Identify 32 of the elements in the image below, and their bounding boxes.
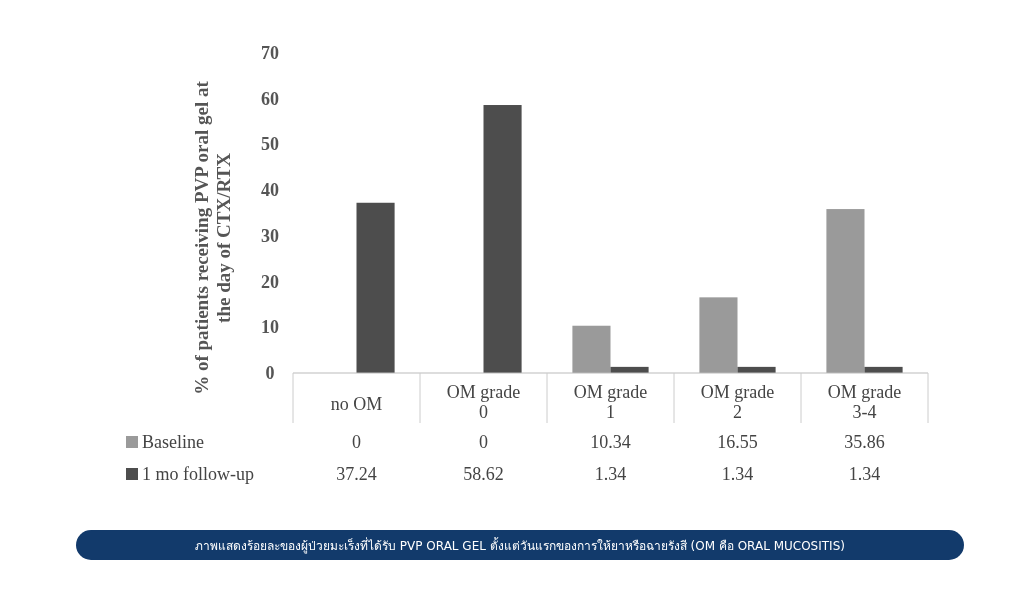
x-tick-label: OM grade 2 xyxy=(700,382,775,422)
x-tick-label: OM grade 3-4 xyxy=(827,382,902,422)
x-tick-label: OM grade 0 xyxy=(446,382,521,422)
data-label: 10.34 xyxy=(590,432,631,452)
data-label: 1.34 xyxy=(594,464,627,484)
data-label: 16.55 xyxy=(717,432,758,452)
bar xyxy=(483,105,522,373)
y-tick-label: 30 xyxy=(261,225,279,246)
x-tick-label: no OM xyxy=(330,394,383,414)
y-tick-label: 40 xyxy=(261,180,279,201)
data-label: 1.34 xyxy=(721,464,754,484)
y-tick-label: 50 xyxy=(261,134,279,155)
data-label: 37.24 xyxy=(336,464,377,484)
text: ภาพแสดงร้อยละของผู้ป่วยมะเร็งที่ได้รับ PVP ORAL GEL ตั้งแต่วันแรกของการให้ยาหรือฉายรังสี (OM คือ ORAL MUCOSITIS) xyxy=(195,537,845,554)
y-tick-label: 70 xyxy=(261,43,279,63)
y-axis-title: % of patients receiving PVP oral gel at the day of CTX/RTX xyxy=(191,80,234,395)
y-tick-label: 20 xyxy=(261,271,279,292)
y-tick-label: 0 xyxy=(265,363,275,383)
data-label: 0 xyxy=(352,432,361,452)
legend-label: Baseline xyxy=(142,432,204,452)
data-label: 35.86 xyxy=(844,432,885,452)
bar xyxy=(356,202,395,373)
legend-label: 1 mo follow-up xyxy=(142,464,254,484)
y-tick-label: 10 xyxy=(261,317,279,338)
bar xyxy=(572,325,611,373)
y-tick-label: 60 xyxy=(261,88,279,109)
data-label: 1.34 xyxy=(848,464,881,484)
data-label: 58.62 xyxy=(463,464,504,484)
data-label: 0 xyxy=(479,432,488,452)
x-tick-label: OM grade 1 xyxy=(573,382,648,422)
bar xyxy=(699,297,738,373)
bar xyxy=(826,209,865,373)
